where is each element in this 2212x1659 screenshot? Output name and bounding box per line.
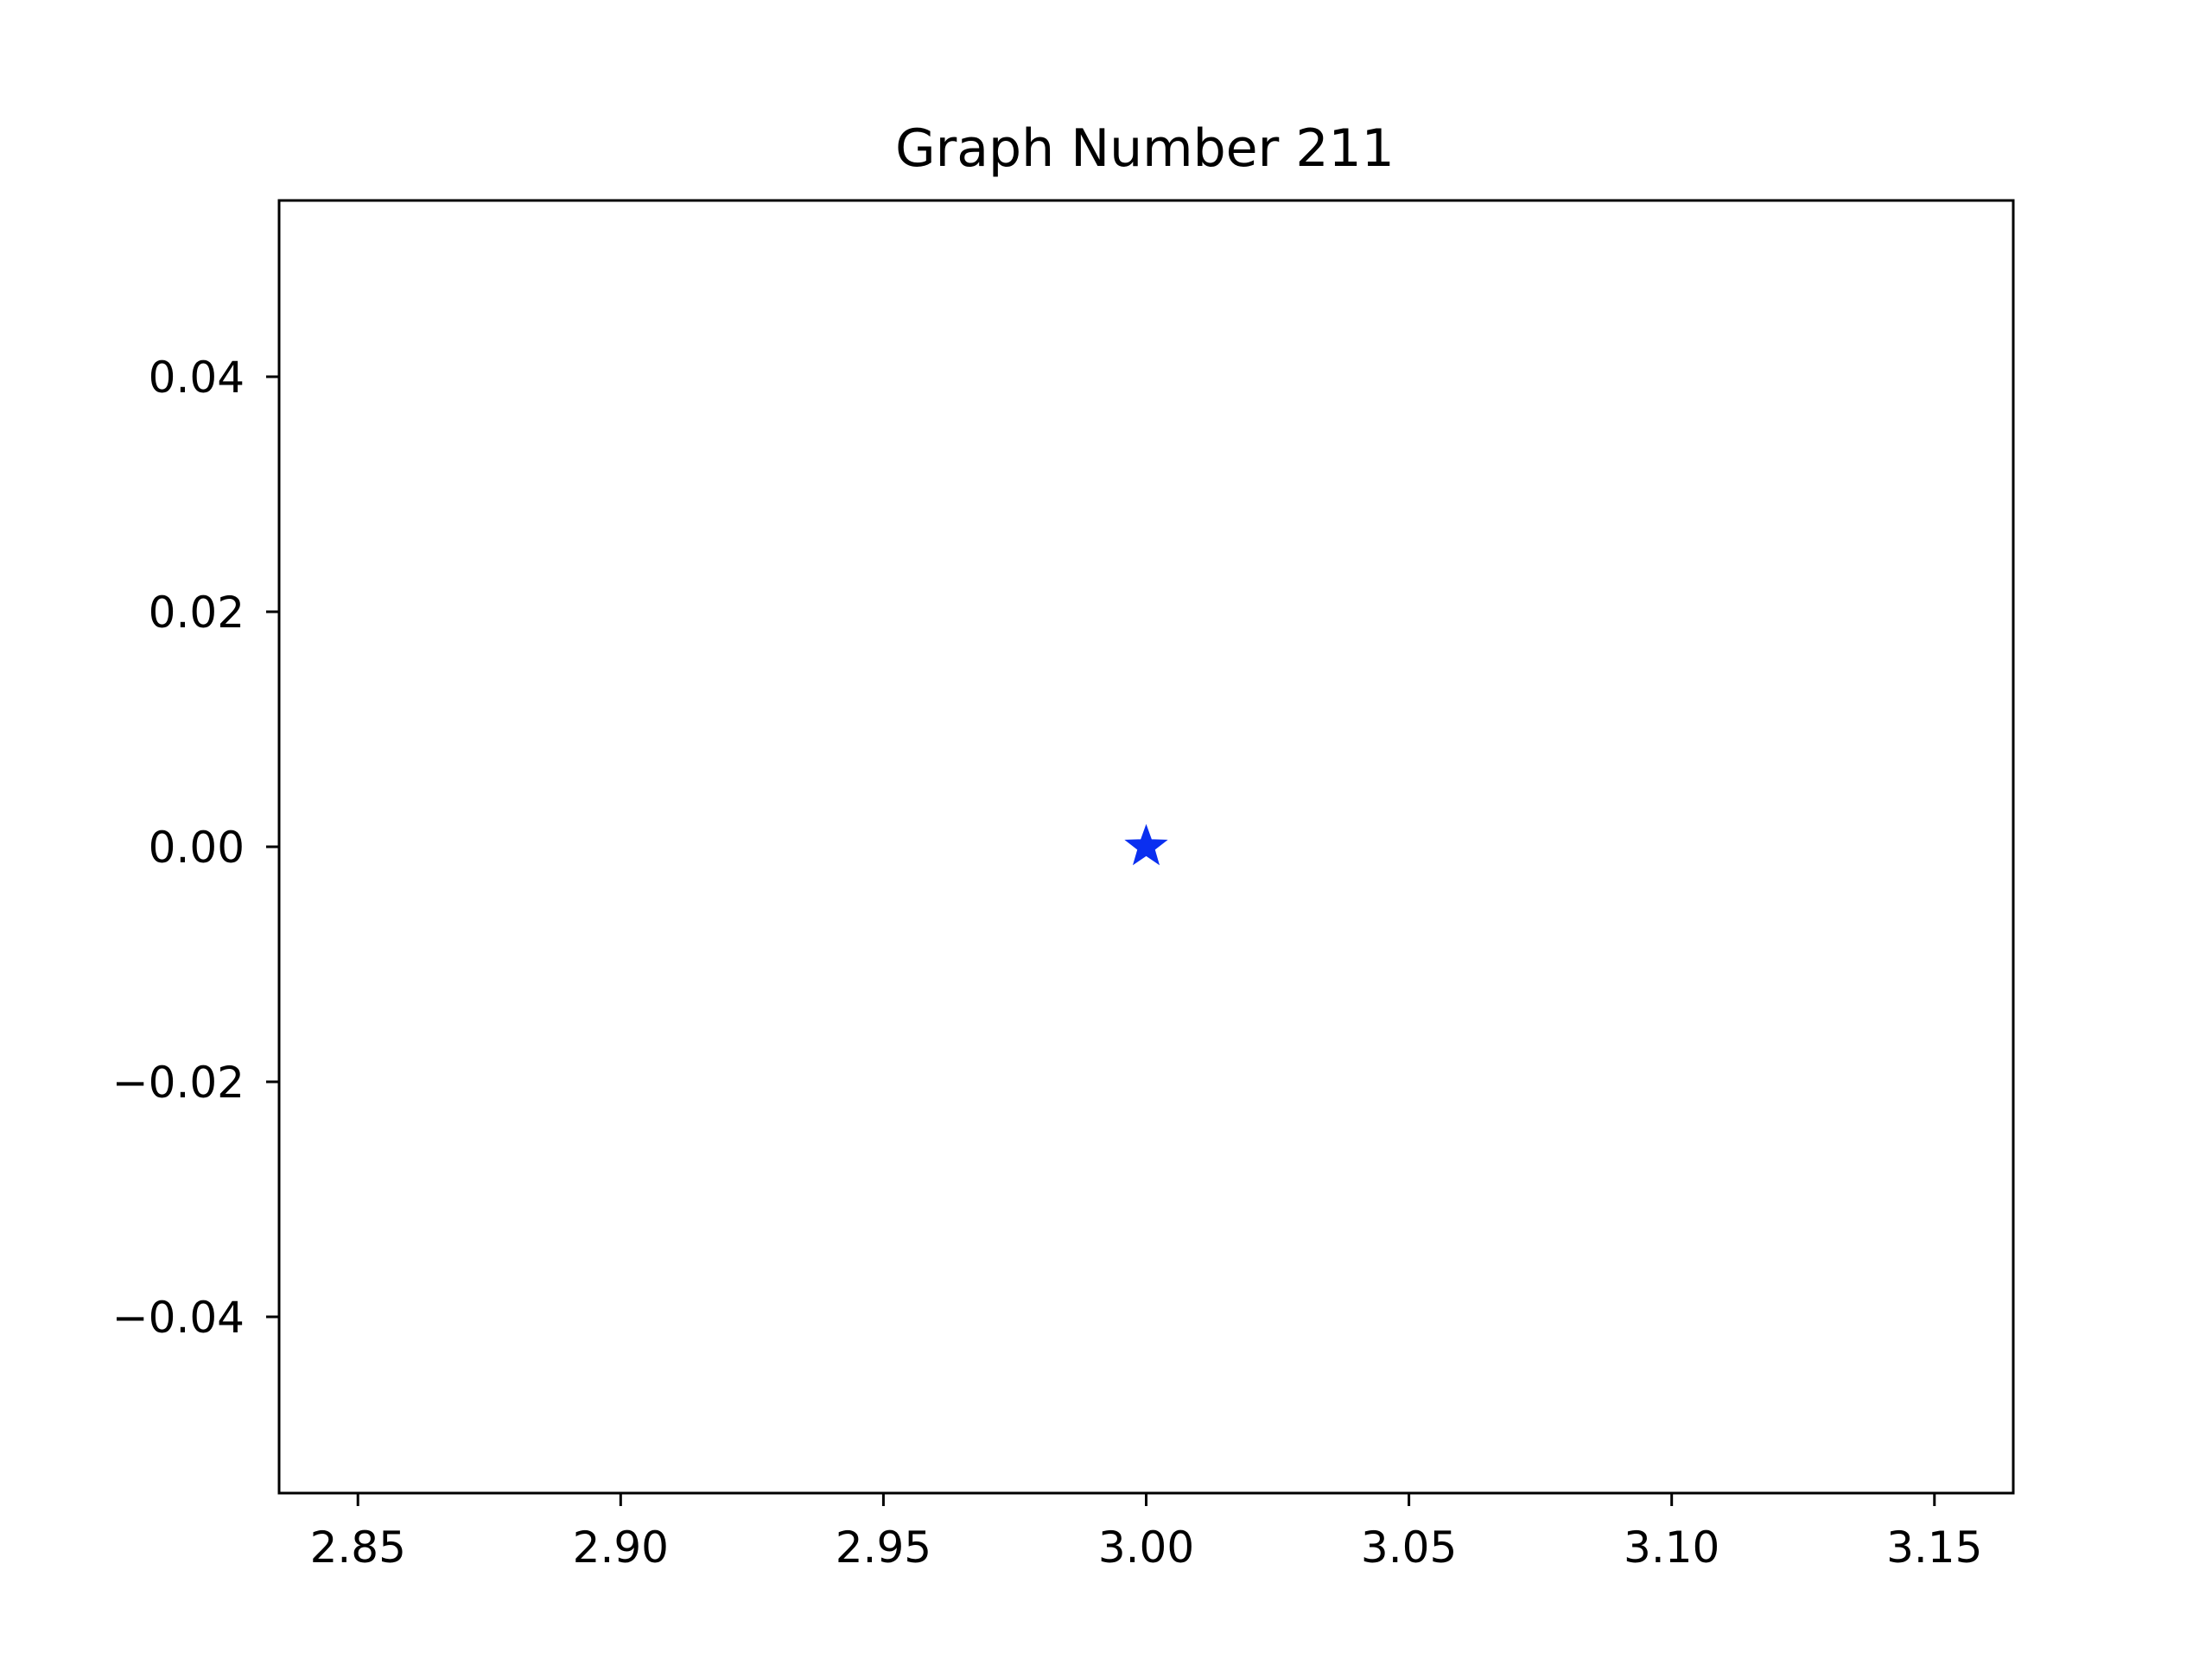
y-tick-label: 0.04	[149, 353, 245, 403]
y-tick-label: −0.02	[112, 1058, 245, 1108]
star-marker	[1124, 823, 1168, 866]
x-tick-label: 3.15	[1886, 1522, 1982, 1573]
x-tick-label: 3.10	[1624, 1522, 1719, 1573]
x-tick-label: 3.00	[1098, 1522, 1194, 1573]
y-tick-label: 0.00	[149, 823, 245, 873]
x-tick-label: 3.05	[1361, 1522, 1457, 1573]
x-tick-label: 2.90	[573, 1522, 669, 1573]
x-tick-label: 2.95	[836, 1522, 931, 1573]
x-tick-label: 2.85	[310, 1522, 406, 1573]
y-tick-label: 0.02	[149, 588, 245, 638]
chart-title: Graph Number 211	[895, 118, 1395, 179]
plot-area: 2.85 2.90 2.95 3.00 3.05 3.10 3.15 0.04 0.02 0.00…	[112, 199, 2015, 1573]
y-tick-label: −0.04	[112, 1293, 245, 1343]
